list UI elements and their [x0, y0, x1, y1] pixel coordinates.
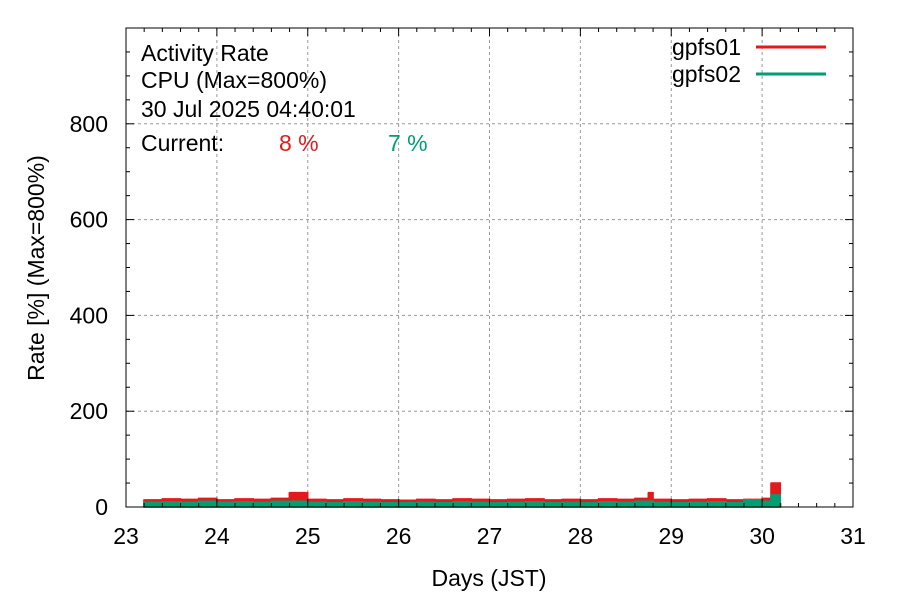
legend-label-gpfs02: gpfs02	[672, 61, 741, 87]
x-tick-label-2: 25	[295, 523, 321, 549]
y-axis-label: Rate [%] (Max=800%)	[23, 155, 49, 381]
x-axis-label: Days (JST)	[432, 565, 547, 591]
x-tick-label-7: 30	[749, 523, 775, 549]
legend-label-gpfs01: gpfs01	[672, 34, 741, 60]
current-label: Current:	[141, 130, 224, 156]
chart-title-line-2: CPU (Max=800%)	[141, 67, 327, 93]
ticks: 23 24 25 26 27 28 29 30 31 0 200 400 600 800	[70, 28, 866, 549]
x-tick-label-3: 26	[386, 523, 412, 549]
x-tick-label-1: 24	[204, 523, 230, 549]
current-value-gpfs02: 7 %	[388, 130, 428, 156]
y-tick-label-4: 800	[70, 111, 108, 137]
y-tick-label-0: 0	[95, 494, 108, 520]
chart-title-line-3: 30 Jul 2025 04:40:01	[141, 96, 356, 122]
x-tick-label-5: 28	[568, 523, 594, 549]
x-tick-label-6: 29	[658, 523, 684, 549]
x-tick-label-4: 27	[477, 523, 503, 549]
y-tick-label-3: 600	[70, 207, 108, 233]
y-tick-label-1: 200	[70, 398, 108, 424]
grid	[126, 28, 853, 507]
current-value-gpfs01: 8 %	[279, 130, 319, 156]
y-tick-label-2: 400	[70, 302, 108, 328]
x-tick-label-8: 31	[840, 523, 866, 549]
x-tick-label-0: 23	[113, 523, 139, 549]
chart-title-line-1: Activity Rate	[141, 40, 269, 66]
